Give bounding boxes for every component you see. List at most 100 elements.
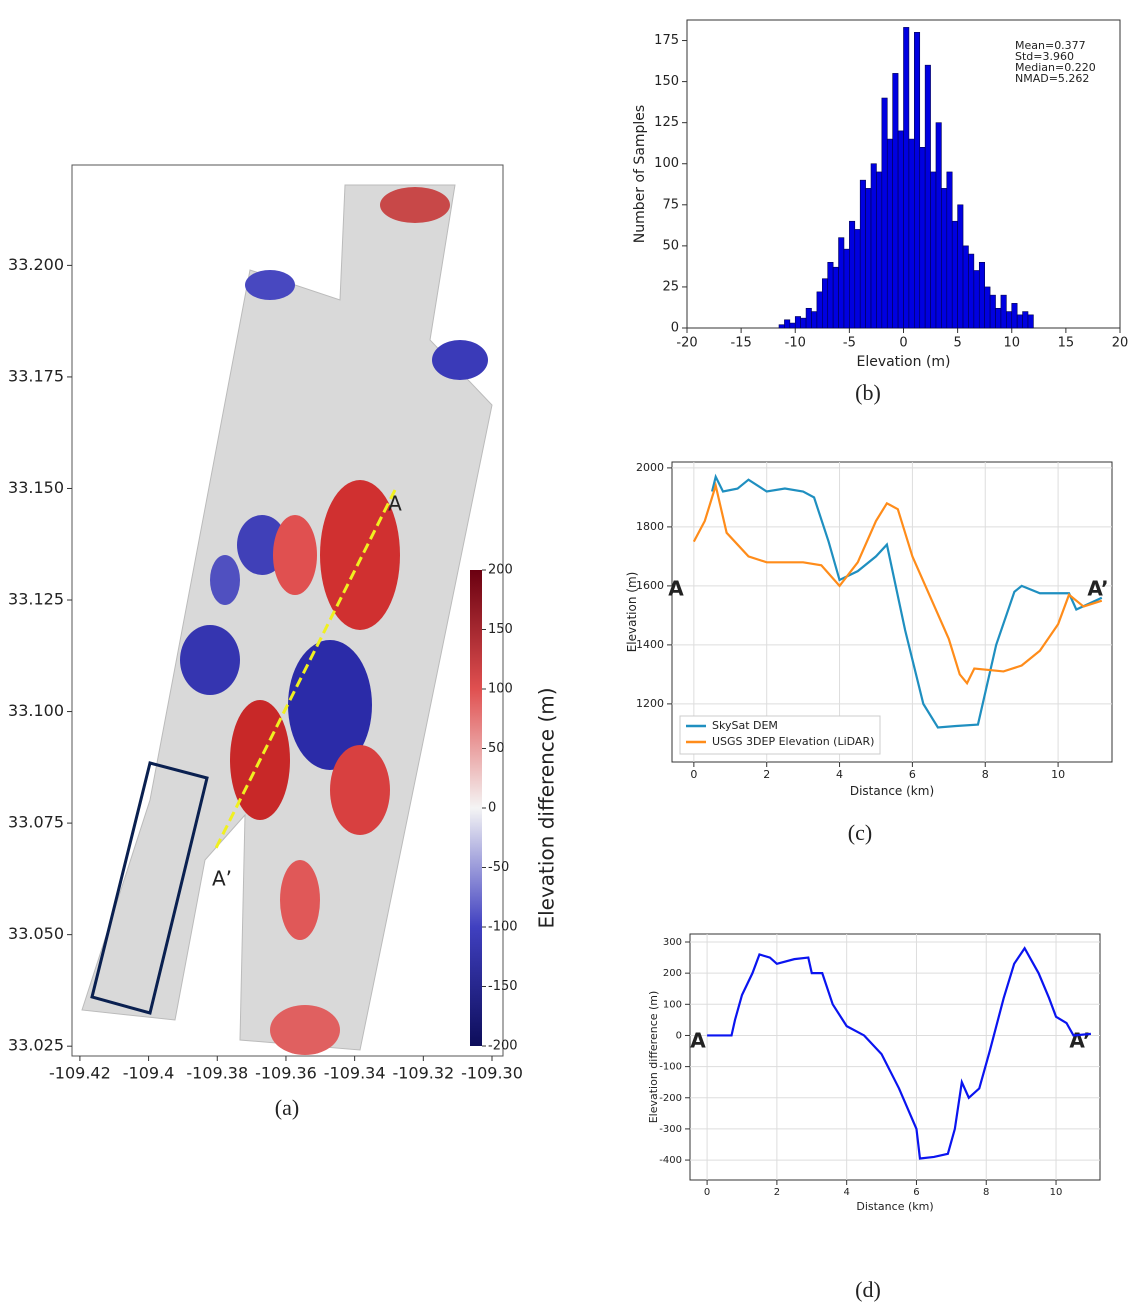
x-tick-label: 20	[1112, 336, 1129, 351]
x-tick-label: 6	[909, 768, 916, 781]
y-tick-label: 33.200	[8, 255, 64, 274]
y-tick-label: -300	[659, 1124, 682, 1135]
profile-label: A	[690, 1029, 706, 1053]
colorbar-tick-label: 0	[488, 801, 496, 816]
profile-label: A	[668, 577, 684, 601]
bar	[881, 97, 888, 329]
bar	[811, 311, 818, 329]
bar	[903, 27, 910, 329]
line	[707, 946, 1092, 1160]
y-tick-label: 1200	[636, 697, 664, 710]
y-tick-label: 33.125	[8, 590, 64, 609]
bar	[908, 138, 915, 329]
y-tick-label: 33.025	[8, 1036, 64, 1055]
x-tick-label: 15	[1058, 336, 1075, 351]
y-tick-label: 150	[654, 74, 679, 89]
bar	[805, 307, 812, 329]
line	[692, 481, 1103, 686]
legend-label: USGS 3DEP Elevation (LiDAR)	[712, 735, 874, 748]
bar	[892, 73, 899, 329]
y-tick-label: 33.050	[8, 924, 64, 943]
bar	[827, 261, 834, 329]
bar	[984, 286, 991, 329]
x-tick-label: -15	[731, 336, 752, 351]
plot-frame	[671, 461, 1113, 763]
stats-text: NMAD=5.262	[1015, 72, 1089, 85]
bar	[946, 171, 953, 329]
x-tick-label: -5	[843, 336, 856, 351]
profile-label: A’	[1087, 577, 1108, 601]
bar	[957, 204, 964, 329]
x-tick-label: -109.36	[255, 1064, 317, 1083]
colorbar-tick-label: 150	[488, 622, 513, 637]
x-tick-label: -109.32	[392, 1064, 454, 1083]
bar	[978, 261, 985, 329]
y-tick-label: 33.075	[8, 813, 64, 832]
x-tick-label: 10	[1050, 1187, 1063, 1198]
x-tick-label: -10	[785, 336, 806, 351]
plot-frame	[689, 933, 1101, 1181]
caption: (d)	[855, 1277, 881, 1302]
x-axis-label: Elevation (m)	[856, 354, 950, 370]
plot-frame	[71, 164, 504, 1057]
x-tick-label: 4	[843, 1187, 849, 1198]
colorbar-tick-label: 50	[488, 741, 505, 756]
bar	[886, 138, 893, 329]
bar	[924, 64, 931, 329]
y-tick-label: 1600	[636, 579, 664, 592]
colorbar-tick-label: -150	[488, 979, 518, 994]
x-tick-label: 10	[1003, 336, 1020, 351]
y-axis-label: Number of Samples	[632, 105, 648, 243]
bar	[930, 171, 937, 329]
bar	[962, 245, 969, 329]
colorbar-tick-label: 100	[488, 682, 513, 697]
colorbar	[470, 570, 482, 1046]
x-tick-label: 4	[836, 768, 843, 781]
y-axis-label: Elevation difference (m)	[647, 991, 660, 1124]
y-tick-label: 2000	[636, 461, 664, 474]
legend-label: SkySat DEM	[712, 719, 778, 732]
y-tick-label: 33.100	[8, 701, 64, 720]
bar	[870, 163, 877, 329]
bar	[822, 278, 829, 329]
bar	[951, 220, 958, 329]
y-tick-label: 100	[663, 999, 682, 1010]
bar	[1022, 311, 1029, 329]
bar	[849, 220, 856, 329]
y-tick-label: -200	[659, 1093, 682, 1104]
bar	[919, 147, 926, 329]
colorbar-label: Elevation difference (m)	[535, 687, 559, 928]
bar	[838, 237, 845, 329]
x-axis-label: Distance (km)	[856, 1200, 933, 1213]
line	[710, 473, 1103, 729]
bar	[784, 319, 791, 329]
bar	[816, 291, 823, 329]
colorbar-tick-label: -200	[488, 1039, 518, 1054]
y-tick-label: 125	[654, 115, 679, 130]
bar	[941, 188, 948, 329]
bar	[794, 316, 801, 329]
x-tick-label: 0	[690, 768, 697, 781]
y-tick-label: 1400	[636, 638, 664, 651]
bar	[989, 294, 996, 329]
bar	[1000, 294, 1007, 329]
bar	[800, 317, 807, 329]
stats-text: Std=3.960	[1015, 50, 1074, 63]
colorbar-tick-label: -100	[488, 920, 518, 935]
legend	[679, 715, 881, 755]
y-tick-label: 300	[663, 937, 682, 948]
bar	[843, 248, 850, 329]
bar	[995, 307, 1002, 329]
stats-text: Median=0.220	[1015, 61, 1096, 74]
x-tick-label: 10	[1051, 768, 1065, 781]
x-tick-label: 0	[899, 336, 907, 351]
y-tick-label: 33.175	[8, 366, 64, 385]
x-tick-label: 5	[953, 336, 961, 351]
x-tick-label: 0	[704, 1187, 710, 1198]
x-tick-label: -109.42	[49, 1064, 111, 1083]
bar	[854, 229, 861, 329]
y-tick-label: 25	[662, 279, 679, 294]
bar	[973, 270, 980, 329]
y-tick-label: 33.150	[8, 478, 64, 497]
